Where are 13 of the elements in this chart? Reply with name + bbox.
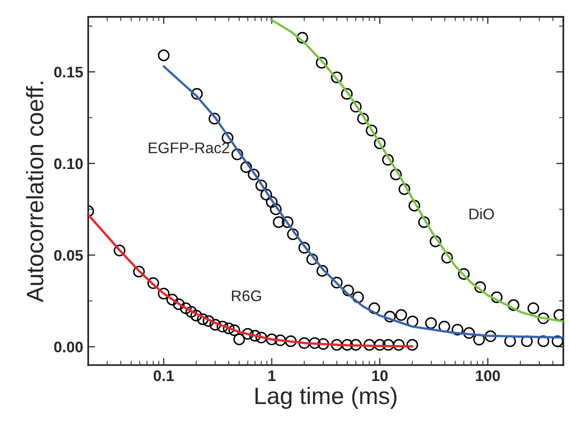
y-tick-label: 0.15 [54, 66, 83, 78]
x-tick-label: 100 [476, 370, 500, 382]
y-tick-label: 0.00 [54, 342, 83, 352]
y-tick-label: 0.05 [54, 250, 83, 261]
annotation: R6G [232, 290, 261, 302]
y-axis-title: Autocorrelation coeff. [26, 82, 44, 302]
y-tick-label: 0.10 [54, 158, 83, 170]
annotation: EGFP-Rac2 [148, 142, 230, 154]
x-tick-label: 0.1 [154, 370, 174, 382]
x-tick-label: 10 [372, 370, 388, 382]
annotation: DiO [470, 208, 494, 220]
x-axis-title: Lag time (ms) [256, 386, 396, 409]
x-tick-label: 1 [268, 370, 276, 381]
